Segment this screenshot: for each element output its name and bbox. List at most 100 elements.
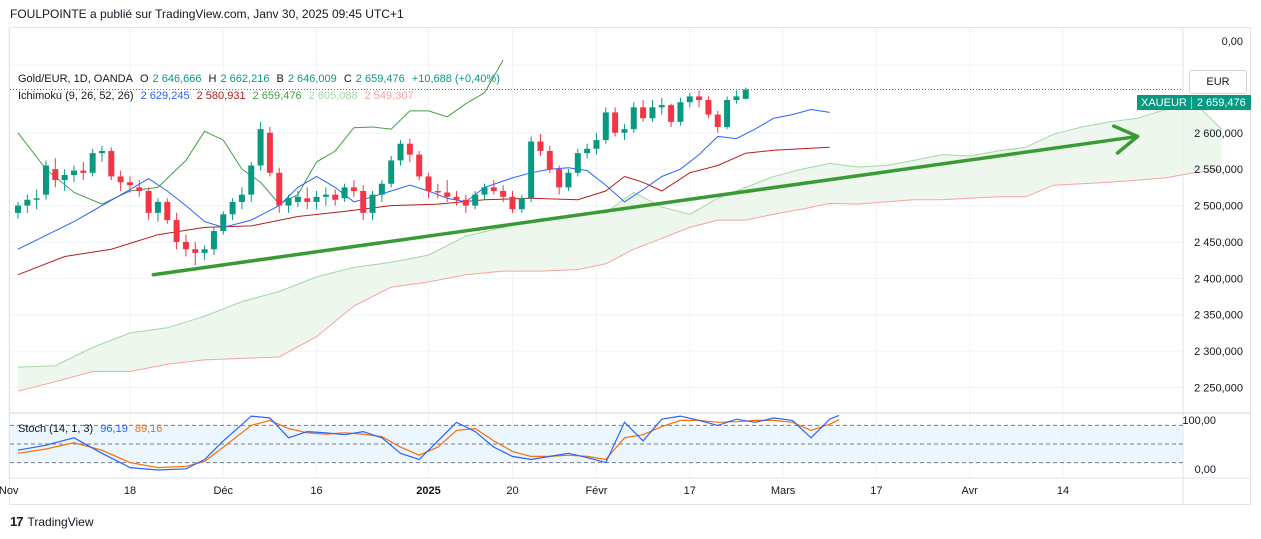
- ichimoku-span-b-value: 2 549,307: [364, 90, 414, 102]
- candle: [658, 97, 665, 115]
- candle: [733, 90, 740, 104]
- time-tick-label: 2025: [416, 485, 440, 497]
- time-tick-label: 14: [1057, 485, 1069, 497]
- candle-body: [528, 141, 535, 199]
- candle: [416, 150, 423, 181]
- currency-button[interactable]: EUR: [1189, 70, 1247, 94]
- candle-body: [649, 107, 656, 119]
- candle-body: [537, 141, 544, 151]
- time-tick-label: 16: [310, 485, 322, 497]
- candle-body: [397, 143, 404, 161]
- stoch-tick-label: 100,00: [1182, 415, 1216, 427]
- candle-body: [136, 187, 143, 192]
- candle: [593, 132, 600, 155]
- candle-body: [556, 169, 563, 188]
- candle-body: [210, 231, 217, 250]
- candle: [490, 180, 497, 195]
- price-tick-label: 2 350,000: [1194, 310, 1243, 322]
- price-tick-label: 2 500,000: [1194, 201, 1243, 213]
- candle-body: [509, 196, 516, 210]
- candle-body: [220, 214, 227, 232]
- price-tick-label: 2 300,000: [1194, 346, 1243, 358]
- candle-body: [33, 198, 40, 200]
- publisher-line: FOULPOINTE a publié sur TradingView.com,…: [10, 7, 404, 21]
- candle-body: [108, 150, 115, 177]
- candle-body: [98, 150, 105, 154]
- tenkan-line: [17, 108, 830, 250]
- price-tick-label: 2 550,000: [1194, 164, 1243, 176]
- candle-body: [350, 187, 357, 192]
- price-tick-label: 0,00: [1222, 36, 1243, 48]
- candle: [294, 191, 301, 208]
- candle-body: [388, 160, 395, 184]
- tradingview-logo-icon: 17: [10, 514, 24, 529]
- candle: [397, 140, 404, 166]
- candle: [220, 211, 227, 235]
- ichimoku-cloud: [18, 102, 1222, 392]
- stoch-band: [10, 425, 1183, 463]
- candle: [584, 143, 591, 159]
- span-b-line: [17, 169, 1222, 392]
- candle-body: [724, 100, 731, 127]
- candle: [24, 194, 31, 213]
- candle: [677, 97, 684, 126]
- candle: [574, 148, 581, 177]
- candle-body: [294, 196, 301, 202]
- span-a-line: [17, 101, 1222, 368]
- stoch-tick-label: 0,00: [1195, 464, 1216, 476]
- candle: [453, 191, 460, 206]
- candle-body: [52, 169, 59, 181]
- candle-body: [322, 194, 329, 197]
- candle: [518, 194, 525, 213]
- candle-body: [584, 148, 591, 154]
- candle: [313, 191, 320, 210]
- time-tick-label: Mars: [771, 485, 796, 497]
- stoch-legend: Stoch (14, 1, 3) 96,19 89,16: [18, 423, 166, 435]
- candle-body: [182, 241, 189, 250]
- chart-frame: [9, 27, 1251, 505]
- candle-body: [80, 170, 87, 173]
- candle-body: [546, 150, 553, 170]
- stoch-k-value: 96,19: [100, 423, 128, 435]
- candle: [360, 185, 367, 221]
- last-price-tag: XAUEUR 2 659,476: [1137, 95, 1251, 110]
- time-tick-label: 20: [506, 485, 518, 497]
- price-tick-label: 2 450,000: [1194, 237, 1243, 249]
- candle-body: [70, 170, 77, 175]
- candle: [434, 183, 441, 199]
- price-tick-label: 2 600,000: [1194, 128, 1243, 140]
- candle: [276, 167, 283, 213]
- candle: [481, 183, 488, 200]
- trend-arrow-head: [1112, 124, 1140, 155]
- candle-body: [696, 96, 703, 101]
- ichimoku-legend: Ichimoku (9, 26, 52, 26) 2 629,245 2 580…: [18, 90, 418, 102]
- candle: [537, 134, 544, 157]
- candle: [668, 103, 675, 127]
- trend-arrow: [151, 124, 1140, 277]
- candle-body: [490, 187, 497, 192]
- candle-body: [304, 198, 311, 202]
- stoch-label: Stoch (14, 1, 3): [18, 423, 94, 435]
- ichimoku-label: Ichimoku (9, 26, 52, 26): [18, 90, 134, 102]
- candle-body: [117, 176, 124, 183]
- time-tick-label: 17: [684, 485, 696, 497]
- candle-body: [462, 199, 469, 206]
- candle: [201, 245, 208, 261]
- candle: [136, 180, 143, 197]
- time-tick-label: Févr: [585, 485, 607, 497]
- candle: [154, 198, 161, 222]
- candle-body: [42, 165, 49, 195]
- stoch-d-line: [17, 419, 840, 469]
- candles: [15, 87, 749, 266]
- stoch-d-value: 89,16: [134, 423, 163, 435]
- candle-body: [285, 198, 292, 206]
- candle: [556, 165, 563, 195]
- ichimoku-tenkan-value: 2 629,245: [140, 90, 190, 102]
- candle: [640, 100, 647, 122]
- price-axis: 0,00 2 600,000 2 550,000 2 500,000 2 450,000…: [1182, 36, 1243, 476]
